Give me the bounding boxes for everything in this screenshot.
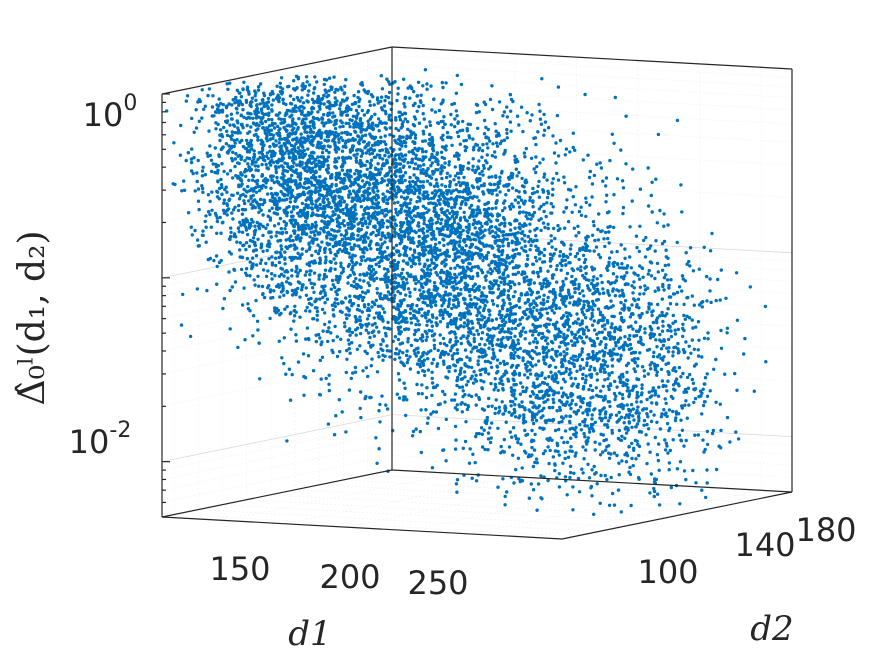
wall-gridline-z (161, 271, 393, 319)
wall-gridline-z (391, 238, 793, 262)
y-axis-label: d2 (750, 609, 793, 649)
wall-gridline-z (161, 326, 393, 375)
floor-side-edge (391, 469, 793, 493)
floor-gridline-d2 (469, 486, 700, 535)
wall-gridline-z (161, 238, 393, 287)
axes-frame (161, 46, 793, 540)
floor-gridline-d1 (367, 474, 768, 498)
wall-gridline-z (161, 359, 393, 407)
floor-back-edge (161, 469, 393, 518)
floor-gridline-d1 (246, 499, 647, 522)
floor-gridline-d2 (531, 490, 762, 538)
floor-gridline-d1 (295, 489, 696, 513)
wall-gridline-z (391, 359, 793, 382)
x-tick-label-250: 250 (407, 564, 468, 602)
wall-gridline-z (391, 326, 793, 350)
axes-panes (161, 46, 793, 538)
wall-gridline-z (161, 259, 393, 307)
x-tick-label-150: 150 (209, 550, 270, 588)
wall-gridline-z (391, 142, 793, 166)
floor-gridline-d1 (198, 509, 599, 532)
y-axis-line (561, 491, 793, 540)
floor-gridline-d2 (408, 483, 639, 531)
z-axis-label: Δ̂₀ˡ(d₁, d₂) (12, 230, 53, 405)
x-axis-label: d1 (288, 614, 331, 654)
wall-gridline-z (391, 55, 793, 78)
wall-gridline-z (161, 175, 393, 223)
z-tick-label-1: 100 (83, 91, 138, 134)
floor-gridline-d1 (222, 504, 623, 527)
wall-gridline-z (391, 64, 793, 88)
wall-gridline-z (161, 303, 393, 352)
wall-gridline-z (161, 55, 393, 103)
wall-gridline-z (161, 442, 393, 491)
wall-gridline-z (391, 442, 793, 466)
floor-gridline-d1 (343, 479, 744, 503)
wall-gridline-z (161, 455, 393, 503)
scatter-markers (165, 68, 768, 516)
floor-gridline-d2 (346, 479, 577, 528)
top-edge-d1 (161, 46, 393, 95)
wall-gridline-z (391, 432, 793, 455)
floor-gridline-d1 (270, 494, 671, 518)
wall-gridline-z (161, 64, 393, 113)
wall-gridline-z (161, 414, 393, 463)
wall-gridline-z (161, 248, 393, 296)
wall-gridline-z (391, 285, 793, 309)
wall-gridline-z (161, 87, 393, 136)
wall-gridline-z (161, 230, 393, 279)
floor-gridline-d1 (174, 514, 575, 537)
floor-gridline-d2 (285, 476, 516, 525)
wall-gridline-z (391, 175, 793, 198)
wall-gridline-z (391, 248, 793, 271)
wall-gridline-z (391, 102, 793, 125)
x-tick-label-200: 200 (319, 558, 380, 596)
data-points (165, 68, 768, 516)
top-edge-d2 (391, 46, 793, 70)
wall-gridline-z (391, 119, 793, 143)
floor-gridline-d2 (223, 473, 454, 521)
wall-gridline-z (391, 75, 793, 98)
wall-gridline-z (391, 455, 793, 478)
y-tick-label-180: 180 (795, 511, 856, 549)
floor-gridline-d1 (319, 484, 720, 508)
wall-gridline-z (161, 422, 393, 471)
z-tick-label-0.01: 10-2 (69, 418, 132, 461)
wall-gridline-z (391, 87, 793, 111)
wall-gridline-z (161, 119, 393, 168)
x-axis-line (161, 516, 563, 540)
y-tick-label-100: 100 (637, 553, 698, 591)
wall-gridline-z (161, 432, 393, 480)
y-tick-label-140: 140 (734, 526, 795, 564)
wall-gridline-z (391, 422, 793, 446)
axis-labels: 150 200 250 100 140 180 100 10-2 d1 d2 Δ… (12, 91, 857, 654)
